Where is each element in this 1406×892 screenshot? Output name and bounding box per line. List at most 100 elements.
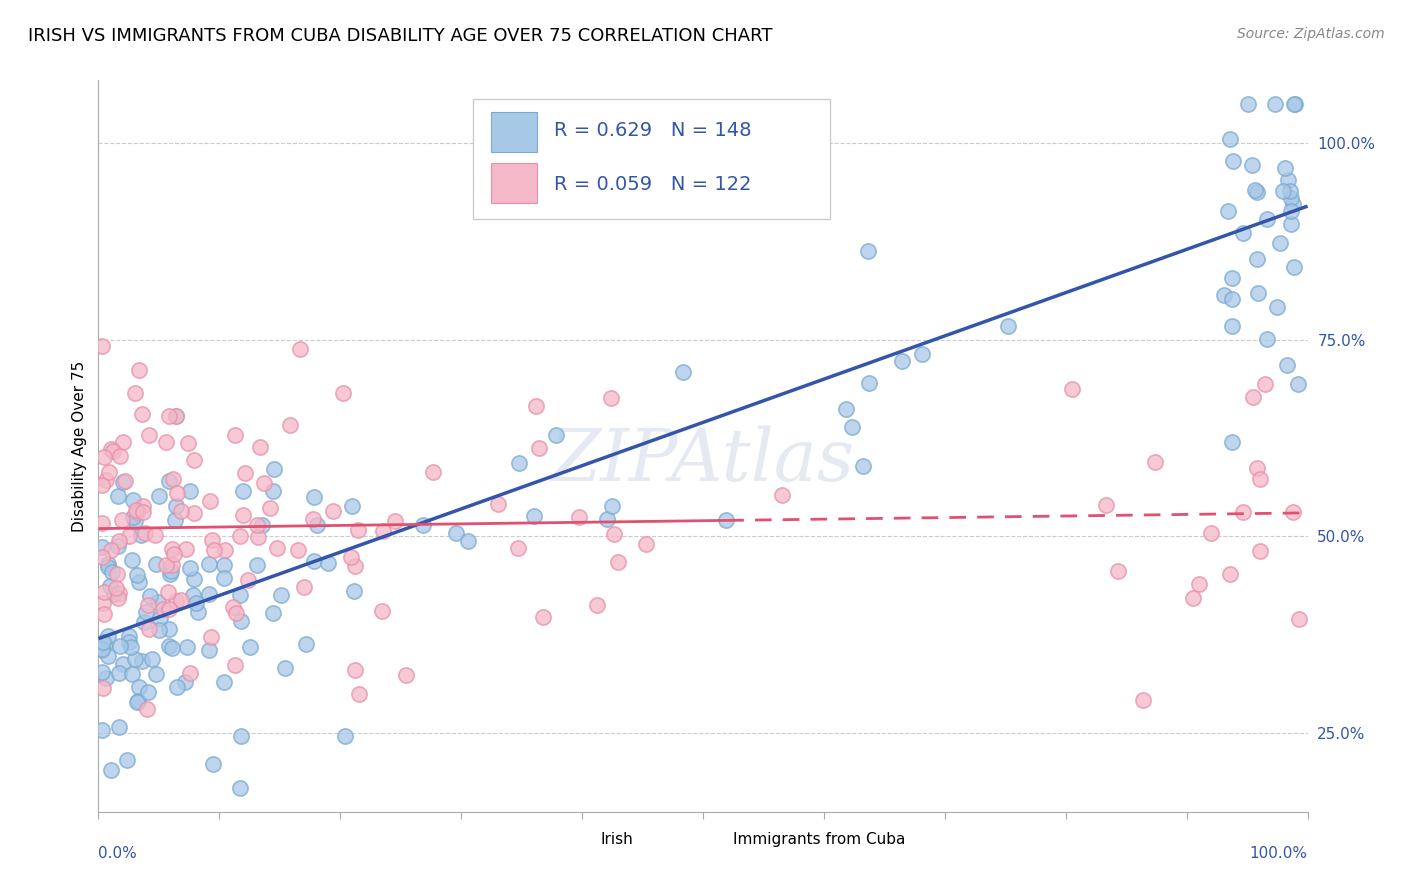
Point xyxy=(1241,158,1264,172)
Point xyxy=(1249,472,1271,486)
Point xyxy=(235,466,257,480)
Point xyxy=(91,339,114,353)
Point xyxy=(263,462,285,476)
Point xyxy=(100,442,122,457)
Point xyxy=(307,518,329,533)
Point xyxy=(166,680,188,694)
Point xyxy=(1274,161,1296,176)
Point xyxy=(1249,544,1271,558)
Point xyxy=(1199,525,1222,540)
Point xyxy=(163,547,186,561)
Point xyxy=(607,555,630,569)
Point xyxy=(1232,505,1254,519)
Point xyxy=(852,458,875,473)
Point xyxy=(292,581,315,595)
Point xyxy=(1279,203,1302,218)
Point xyxy=(1219,566,1241,581)
Point xyxy=(508,456,530,470)
Point xyxy=(236,573,259,587)
Point xyxy=(121,667,143,681)
Point xyxy=(346,523,368,537)
Point xyxy=(636,537,658,551)
Point xyxy=(232,508,254,522)
Point xyxy=(183,506,205,520)
Point xyxy=(229,730,252,744)
Point xyxy=(149,611,172,625)
Point xyxy=(1284,96,1306,111)
Bar xyxy=(690,826,724,852)
Point xyxy=(112,475,135,489)
Point xyxy=(198,642,221,657)
Point xyxy=(115,753,138,767)
Point xyxy=(891,354,914,368)
Point xyxy=(136,598,159,612)
Point xyxy=(316,556,339,570)
Point xyxy=(1282,505,1305,519)
Point xyxy=(97,560,120,574)
Point xyxy=(121,552,143,566)
Text: Immigrants from Cuba: Immigrants from Cuba xyxy=(734,832,905,847)
Point xyxy=(155,558,177,572)
Point xyxy=(1279,217,1302,231)
Point xyxy=(93,607,115,621)
Point xyxy=(1222,154,1244,169)
Point xyxy=(506,541,529,555)
Point xyxy=(343,663,366,677)
Point xyxy=(111,657,134,672)
Point xyxy=(108,720,131,734)
Point xyxy=(716,513,738,527)
Text: 100.0%: 100.0% xyxy=(1250,847,1308,862)
Point xyxy=(524,399,547,413)
Point xyxy=(157,622,180,636)
Point xyxy=(122,492,145,507)
Point xyxy=(202,543,225,558)
Point xyxy=(295,637,318,651)
Point xyxy=(124,652,146,666)
Point xyxy=(124,514,146,528)
Point xyxy=(1282,96,1305,111)
Point xyxy=(138,428,160,442)
Point xyxy=(160,541,183,556)
Point xyxy=(166,409,188,423)
Point xyxy=(1246,186,1268,200)
Point xyxy=(1237,96,1260,111)
Point xyxy=(93,585,115,599)
Point xyxy=(139,589,162,603)
Point xyxy=(135,702,157,716)
Point xyxy=(132,615,155,629)
Point xyxy=(340,550,363,565)
Point xyxy=(131,407,153,421)
Point xyxy=(159,566,181,581)
Point xyxy=(212,558,235,572)
Point xyxy=(1060,382,1083,396)
Point xyxy=(997,318,1019,333)
Point xyxy=(170,504,193,518)
Point xyxy=(146,595,169,609)
Point xyxy=(1282,197,1305,211)
Point xyxy=(165,594,187,608)
Point xyxy=(1220,318,1243,333)
Point xyxy=(176,640,198,655)
Point xyxy=(96,672,118,686)
Point xyxy=(371,604,394,618)
Point xyxy=(105,566,128,581)
Point xyxy=(232,483,254,498)
Point xyxy=(770,488,793,502)
Point xyxy=(165,499,187,513)
Point xyxy=(225,606,247,620)
Point xyxy=(91,635,114,649)
Point xyxy=(1271,184,1294,198)
Point xyxy=(93,450,115,464)
Point xyxy=(108,586,131,600)
Point xyxy=(173,675,195,690)
Point xyxy=(128,680,150,694)
Point xyxy=(100,543,122,558)
Point xyxy=(858,244,880,258)
Point xyxy=(156,585,179,599)
Text: Irish: Irish xyxy=(600,832,633,847)
Point xyxy=(179,666,201,681)
Point xyxy=(118,635,141,649)
Point xyxy=(201,533,224,547)
Point xyxy=(132,499,155,513)
Point xyxy=(1218,204,1240,219)
